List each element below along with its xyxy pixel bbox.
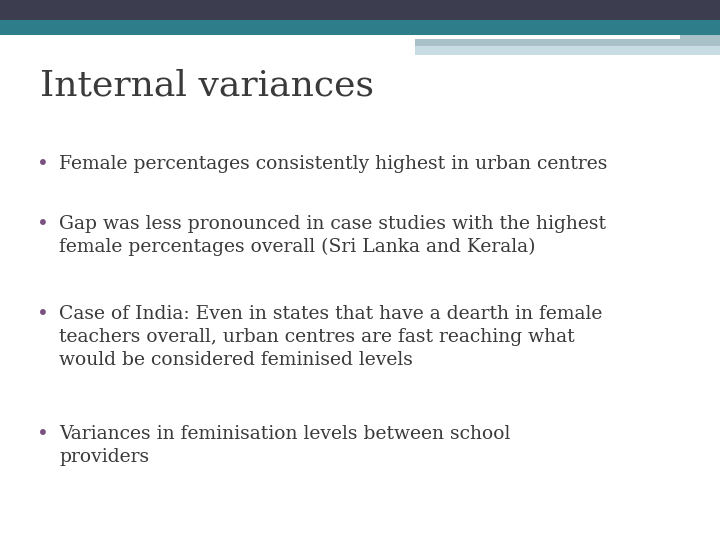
Text: Female percentages consistently highest in urban centres: Female percentages consistently highest … <box>59 155 608 173</box>
Text: Variances in feminisation levels between school
providers: Variances in feminisation levels between… <box>59 425 510 466</box>
Text: •: • <box>37 155 49 174</box>
Text: •: • <box>37 305 49 324</box>
Text: Internal variances: Internal variances <box>40 68 374 102</box>
Text: •: • <box>37 425 49 444</box>
Text: Gap was less pronounced in case studies with the highest
female percentages over: Gap was less pronounced in case studies … <box>59 215 606 256</box>
Text: Case of India: Even in states that have a dearth in female
teachers overall, urb: Case of India: Even in states that have … <box>59 305 603 369</box>
Text: •: • <box>37 215 49 234</box>
